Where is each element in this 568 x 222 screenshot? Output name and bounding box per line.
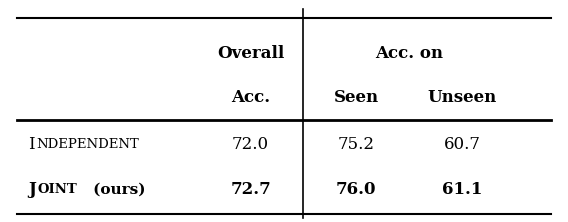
- Text: 72.7: 72.7: [230, 181, 271, 198]
- Text: Unseen: Unseen: [428, 89, 497, 106]
- Text: J: J: [28, 181, 36, 198]
- Text: NDEPENDENT: NDEPENDENT: [36, 138, 139, 151]
- Text: Overall: Overall: [217, 45, 284, 61]
- Text: 61.1: 61.1: [442, 181, 482, 198]
- Text: 72.0: 72.0: [232, 136, 269, 153]
- Text: Acc. on: Acc. on: [375, 45, 443, 61]
- Text: I: I: [28, 136, 35, 153]
- Text: 75.2: 75.2: [338, 136, 375, 153]
- Text: (ours): (ours): [88, 182, 145, 196]
- Text: 76.0: 76.0: [336, 181, 377, 198]
- Text: Seen: Seen: [334, 89, 379, 106]
- Text: OINT: OINT: [38, 183, 78, 196]
- Text: 60.7: 60.7: [444, 136, 481, 153]
- Text: Acc.: Acc.: [231, 89, 270, 106]
